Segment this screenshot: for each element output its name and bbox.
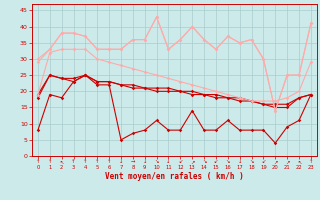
X-axis label: Vent moyen/en rafales ( km/h ): Vent moyen/en rafales ( km/h ) — [105, 172, 244, 181]
